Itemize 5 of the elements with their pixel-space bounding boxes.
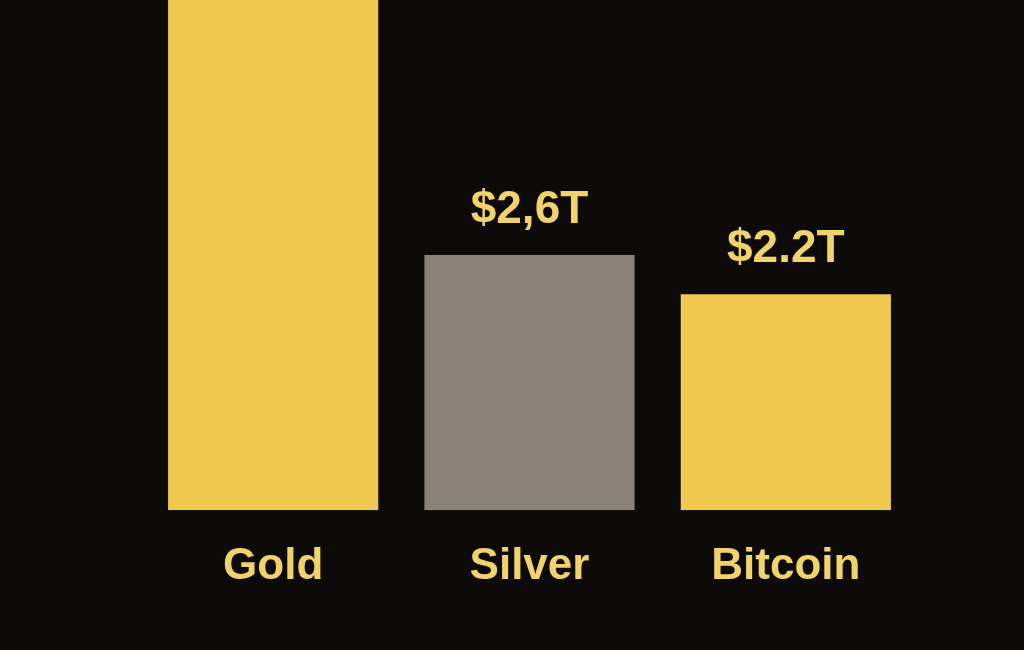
x-tick-label: Silver (469, 538, 590, 588)
data-label: $2,6T (470, 180, 589, 233)
x-tick-label: Gold (223, 538, 324, 588)
x-tick-label: Bitcoin (711, 538, 861, 588)
data-label: $2.2T (727, 220, 845, 273)
